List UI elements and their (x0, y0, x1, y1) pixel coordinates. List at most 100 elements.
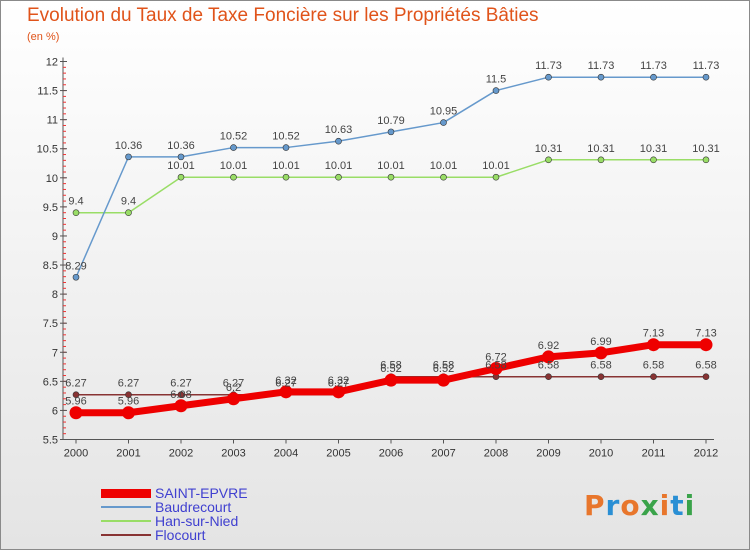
y-tick-label: 9 (52, 231, 58, 243)
y-tick-label: 6.5 (43, 376, 58, 388)
data-label: 11.5 (486, 74, 507, 86)
data-point (387, 173, 395, 181)
data-point (332, 385, 345, 399)
x-tick-label: 2002 (169, 448, 193, 460)
data-label: 10.01 (482, 160, 510, 172)
data-point (492, 173, 500, 181)
series-saint-epvre (69, 338, 713, 420)
data-point (650, 156, 657, 164)
y-axis-unit: (en %) (27, 31, 60, 43)
data-label: 6.27 (275, 378, 296, 390)
legend-label: SAINT-EPVRE (155, 485, 248, 501)
data-label: 6.32 (328, 375, 349, 387)
data-label: 10.01 (377, 160, 405, 172)
data-label: 6.27 (223, 378, 244, 390)
legend-label: Flocourt (155, 527, 206, 543)
data-label: 10.31 (692, 143, 720, 155)
data-label: 6.27 (118, 378, 139, 390)
data-point (437, 373, 450, 387)
data-label: 5.96 (65, 396, 86, 408)
data-label: 10.95 (430, 106, 458, 118)
data-label: 10.63 (325, 124, 353, 136)
series-han-sur-nied (72, 156, 710, 216)
x-tick-label: 2000 (64, 448, 88, 460)
data-label: 6.99 (590, 336, 611, 348)
x-tick-label: 2004 (274, 448, 298, 460)
data-label: 10.31 (535, 143, 563, 155)
data-label: 6.58 (538, 360, 559, 372)
y-tick-label: 7.5 (43, 318, 58, 330)
data-label: 6.27 (170, 378, 191, 390)
x-tick-label: 2007 (431, 448, 455, 460)
data-point (69, 406, 83, 420)
proxiti-logo: Proxiti (584, 489, 695, 522)
data-label: 10.31 (587, 143, 615, 155)
data-label: 6.58 (485, 360, 506, 372)
data-label: 6.72 (485, 352, 506, 364)
y-tick-label: 6 (52, 405, 58, 417)
logo-letter: P (584, 489, 606, 522)
series-lines (69, 73, 713, 420)
data-point (699, 338, 713, 352)
logo-letter: x (640, 489, 660, 522)
x-tick-label: 2003 (221, 448, 245, 460)
legend-item-saint-epvre: SAINT-EPVRE (101, 486, 248, 500)
data-point (387, 128, 395, 136)
x-tick-label: 2009 (536, 448, 560, 460)
y-tick-label: 11.5 (37, 86, 58, 98)
data-label: 7.13 (695, 328, 716, 340)
data-point (489, 362, 503, 376)
data-point (650, 373, 657, 380)
legend-swatch (101, 520, 151, 522)
data-point (335, 137, 342, 145)
data-label: 6.27 (328, 378, 349, 390)
data-point (440, 173, 447, 181)
chart-title: Evolution du Taux de Taxe Foncière sur l… (27, 5, 539, 26)
data-label: 6.92 (538, 340, 559, 352)
data-point (597, 373, 605, 380)
data-point (597, 73, 605, 81)
logo-letter: o (620, 489, 641, 522)
y-tick-label: 7 (52, 347, 58, 359)
data-point (702, 156, 710, 164)
data-label: 6.52 (433, 363, 454, 375)
data-label: 10.36 (167, 140, 195, 152)
data-point (72, 391, 80, 399)
data-point (440, 119, 447, 126)
legend-item-baudrecourt: Baudrecourt (101, 500, 248, 514)
data-point (227, 392, 240, 406)
series-baudrecourt (72, 73, 710, 281)
y-tick-label: 9.5 (43, 202, 58, 214)
legend-item-flocourt: Flocourt (101, 528, 248, 542)
data-label: 10.52 (220, 131, 248, 143)
x-tick-label: 2006 (379, 448, 403, 460)
x-tick-label: 2005 (326, 448, 350, 460)
data-label: 6.58 (433, 360, 454, 372)
point-labels: 5.96 5.96 6.08 6.2 6.32 6.32 6.52 6.52 6.72 6.92 6… (65, 60, 719, 408)
legend-item-han-sur-nied: Han-sur-Nied (101, 514, 248, 528)
data-label: 6.27 (65, 378, 86, 390)
data-label: 11.73 (588, 60, 615, 72)
y-tick-label: 11 (47, 115, 58, 127)
data-point (177, 391, 185, 399)
x-tick-label: 2008 (484, 448, 508, 460)
data-label: 6.08 (170, 389, 191, 401)
data-label: 10.36 (115, 140, 143, 152)
x-tick-label: 2011 (642, 448, 666, 460)
data-point (545, 73, 552, 81)
x-tick-label: 2001 (116, 448, 140, 460)
y-tick-label: 10.5 (37, 144, 58, 156)
data-label: 6.58 (695, 360, 716, 372)
data-label: 10.01 (325, 160, 353, 172)
data-label: 10.52 (272, 131, 300, 143)
data-label: 11.73 (535, 60, 562, 72)
legend-label: Han-sur-Nied (155, 513, 239, 529)
data-label: 10.01 (220, 160, 248, 172)
data-point (597, 156, 605, 164)
data-point (650, 73, 657, 81)
data-point (125, 391, 132, 399)
data-label: 10.01 (167, 160, 195, 172)
data-label: 6.58 (590, 360, 611, 372)
data-label: 7.13 (643, 328, 664, 340)
